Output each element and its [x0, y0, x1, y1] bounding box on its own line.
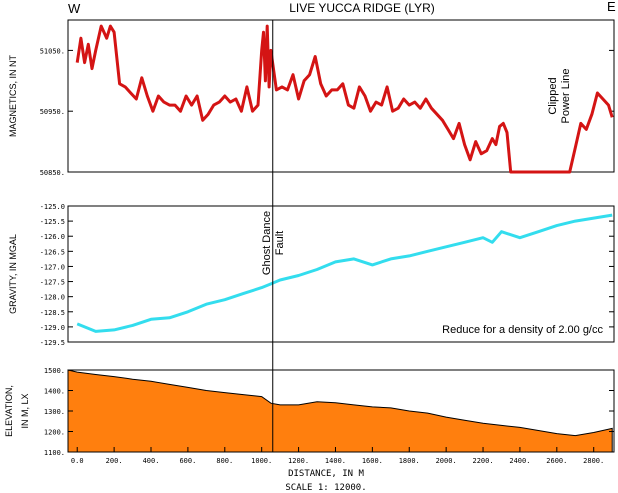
gravity-y-tick-label: -125.5: [40, 218, 65, 226]
magnetics-y-tick-label: 51050.: [40, 47, 65, 55]
x-tick-label: 1400.: [325, 457, 346, 465]
x-tick-label: 1200.: [288, 457, 309, 465]
x-tick-label: 2600.: [546, 457, 567, 465]
x-tick-label: 1800.: [399, 457, 420, 465]
x-tick-label: 800.: [216, 457, 233, 465]
gravity-y-axis-label: GRAVITY, IN MGAL: [8, 234, 18, 314]
magnetics-frame: [67, 19, 615, 173]
x-tick-label: 200.: [106, 457, 123, 465]
elevation-y-tick-label: 1300.: [44, 408, 65, 416]
gravity-y-tick-label: -129.0: [40, 324, 65, 332]
magnetics-y-axis-label: MAGNETICS, IN NT: [8, 55, 18, 138]
magnetics-annotation-line2: Power Line: [560, 68, 572, 123]
gravity-y-tick-label: -126.5: [40, 248, 65, 256]
scale-label: SCALE 1: 12000.: [285, 483, 366, 493]
elevation-panel: 1100. 1200. 1300. 1400. 1500. 0.0 200. 400. 600…: [4, 367, 615, 493]
gravity-panel: -129.5 -129.0 -128.5 -128.0 -127.5 -127.0 -126…: [8, 203, 615, 347]
gravity-series-line: [76, 213, 613, 333]
magnetics-annotation-line1: Clipped: [547, 77, 559, 114]
elevation-y-axis-label-line1: ELEVATION,: [4, 385, 14, 437]
x-tick-label: 1600.: [362, 457, 383, 465]
gravity-y-tick-label: -126.0: [40, 233, 65, 241]
x-tick-label: 600.: [179, 457, 196, 465]
elevation-y-tick-label: 1200.: [44, 429, 65, 437]
gravity-y-tick-label: -125.0: [40, 203, 65, 211]
magnetics-series-line: [75, 24, 614, 174]
elevation-y-tick-label: 1400.: [44, 388, 65, 396]
gravity-frame: [67, 205, 615, 343]
x-axis-label: DISTANCE, IN M: [288, 469, 364, 479]
east-label: E: [607, 0, 616, 14]
magnetics-y-tick-label: 50850.: [40, 169, 65, 177]
gravity-y-tick-label: -127.0: [40, 263, 65, 271]
elevation-y-tick-label: 1100.: [44, 449, 65, 457]
x-tick-label: 2200.: [472, 457, 493, 465]
magnetics-panel: 50850. 50950. 51050. MAGNETICS, IN NT Clip…: [8, 19, 615, 177]
x-tick-label: 1000.: [251, 457, 272, 465]
x-tick-label: 2400.: [509, 457, 530, 465]
gravity-annotation: Reduce for a density of 2.00 g/cc: [442, 324, 603, 336]
x-tick-label: 2800.: [583, 457, 604, 465]
gravity-y-tick-label: -129.5: [40, 339, 65, 347]
fault-label-line2: Fault: [274, 231, 286, 255]
elevation-y-axis-label-line2: IN M, LX: [20, 393, 30, 428]
x-tick-label: 2000.: [436, 457, 457, 465]
elevation-y-tick-label: 1500.: [44, 367, 65, 375]
x-tick-label: 400.: [143, 457, 160, 465]
west-label: W: [68, 1, 81, 16]
gravity-y-tick-label: -128.5: [40, 309, 65, 317]
gravity-y-tick-label: -127.5: [40, 279, 65, 287]
x-tick-label: 0.0: [71, 457, 84, 465]
magnetics-y-tick-label: 50950.: [40, 108, 65, 116]
gravity-y-tick-label: -128.0: [40, 294, 65, 302]
fault-label-line1: Ghost Dance: [261, 211, 273, 275]
chart-title: LIVE YUCCA RIDGE (LYR): [289, 1, 435, 15]
elevation-area: [67, 369, 613, 453]
